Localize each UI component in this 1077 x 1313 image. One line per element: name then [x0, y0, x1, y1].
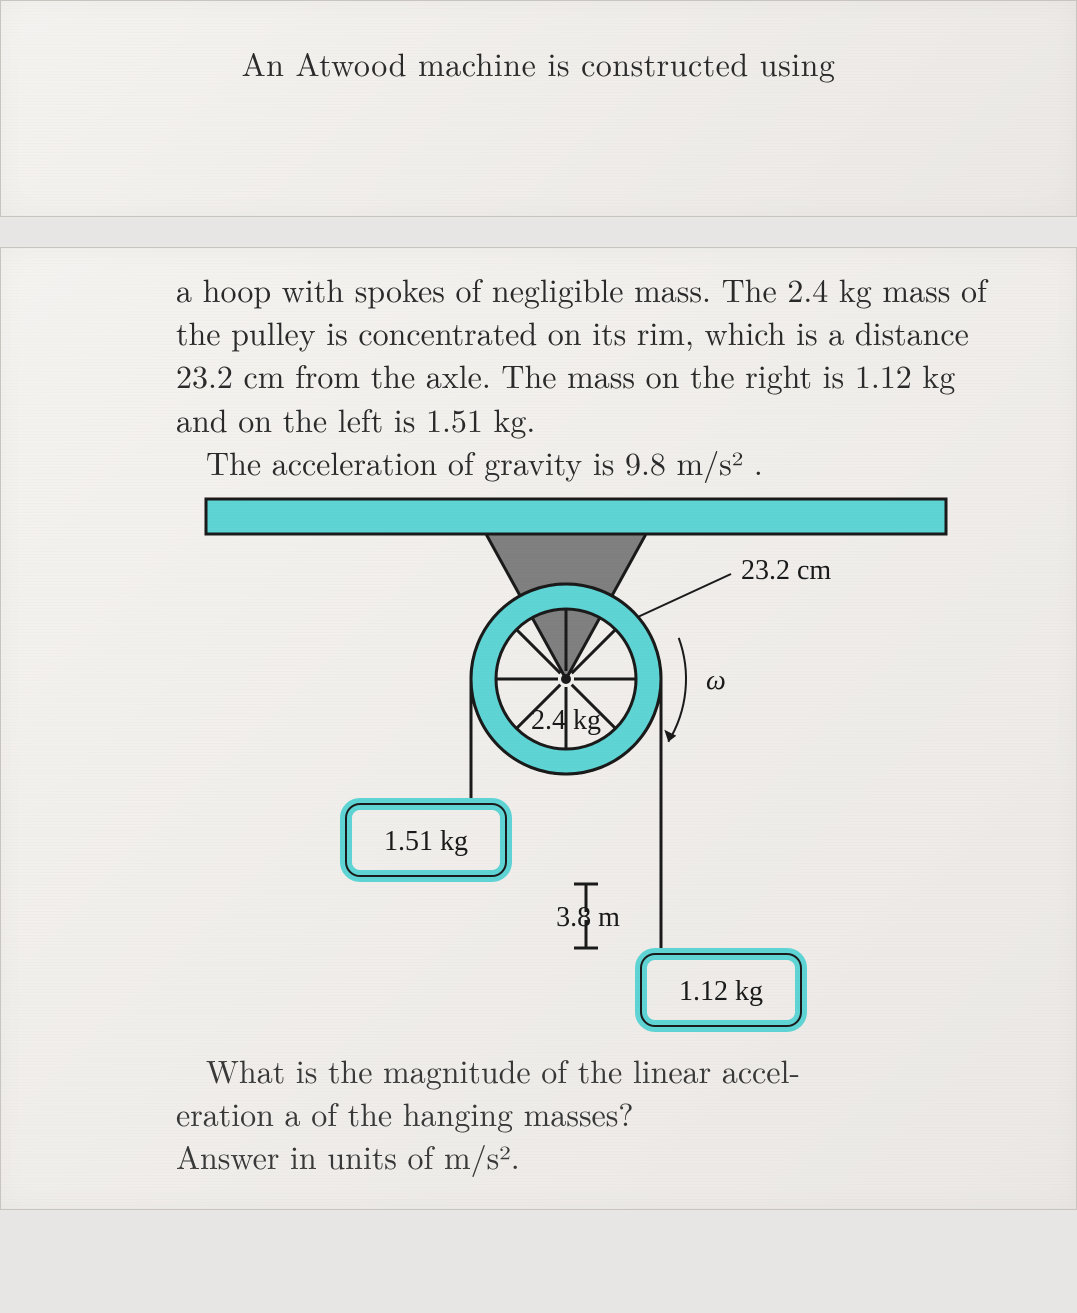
height-label: 3.8 m — [556, 902, 620, 933]
title-panel: An Atwood machine is constructed using — [0, 0, 1077, 217]
left-mass-label: 1.51 kg — [384, 826, 468, 857]
para1: a hoop with spokes of negligible mass. T… — [176, 267, 987, 442]
right-mass-label: 1.12 kg — [679, 976, 763, 1007]
radius-leader — [637, 574, 731, 617]
q-line2: eration a of the hanging masses? — [176, 1091, 633, 1136]
q-line3: Answer in units of m/s². — [176, 1134, 520, 1179]
body-panel: a hoop with spokes of negligible mass. T… — [0, 247, 1077, 1210]
omega-label: ω — [706, 665, 726, 696]
pulley-mass-label: 2.4 kg — [531, 705, 601, 736]
problem-title: An Atwood machine is constructed using — [31, 21, 1046, 186]
axle — [561, 674, 571, 684]
problem-statement: a hoop with spokes of negligible mass. T… — [31, 268, 1046, 484]
radius-label: 23.2 cm — [741, 555, 831, 586]
q-line1: What is the magnitude of the linear acce… — [176, 1049, 1016, 1092]
diagram-container: 1.51 kg 1.12 kg 2.4 kg 23.2 cm ω 3.8 m — [31, 484, 1077, 1034]
omega-arc — [668, 638, 686, 742]
atwood-diagram: 1.51 kg 1.12 kg 2.4 kg 23.2 cm ω 3.8 m — [176, 494, 956, 1034]
para1-gravity: The acceleration of gravity is 9.8 m/s² … — [176, 441, 1016, 484]
beam — [206, 499, 946, 534]
question: What is the magnitude of the linear acce… — [31, 1034, 1046, 1179]
